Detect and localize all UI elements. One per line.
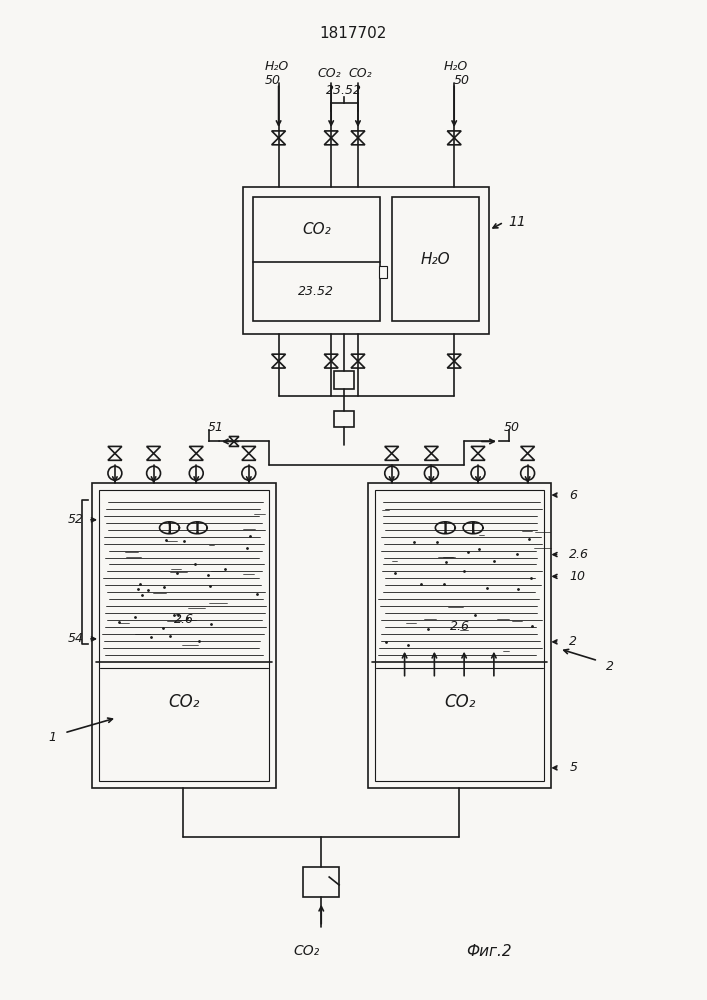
Text: CO₂: CO₂ (348, 67, 372, 80)
Text: 2.6: 2.6 (450, 620, 469, 633)
Text: H₂O: H₂O (421, 252, 450, 267)
Text: 50: 50 (504, 421, 520, 434)
Bar (92, 483, 276, 788)
Text: 2: 2 (606, 660, 614, 673)
Text: 2.6: 2.6 (174, 613, 194, 626)
Text: 23.52: 23.52 (326, 84, 362, 97)
Text: 10: 10 (569, 570, 585, 583)
Bar (392, 197, 479, 321)
Bar (375, 490, 544, 781)
Text: 1817702: 1817702 (320, 26, 387, 41)
Text: 50: 50 (264, 74, 281, 87)
Text: 2: 2 (569, 635, 578, 648)
Text: 5: 5 (569, 761, 578, 774)
Text: 52: 52 (68, 513, 84, 526)
Text: 11: 11 (509, 215, 527, 229)
Bar (334, 371, 354, 389)
Text: CO₂: CO₂ (293, 944, 320, 958)
Text: H₂O: H₂O (444, 60, 468, 73)
Text: H₂O: H₂O (264, 60, 288, 73)
Bar (379, 266, 387, 278)
Bar (99, 490, 269, 781)
Text: Фиг.2: Фиг.2 (466, 944, 512, 959)
Text: 54: 54 (68, 632, 84, 645)
Text: 6: 6 (569, 489, 578, 502)
Text: CO₂: CO₂ (302, 222, 331, 237)
Text: 51: 51 (208, 421, 224, 434)
Bar (334, 411, 354, 427)
Text: CO₂: CO₂ (317, 67, 341, 80)
Bar (303, 867, 339, 897)
Bar (253, 197, 380, 321)
Bar (368, 483, 551, 788)
Text: 23.52: 23.52 (298, 285, 334, 298)
Text: 1: 1 (48, 731, 57, 744)
Text: 2.6: 2.6 (569, 548, 590, 561)
Text: CO₂: CO₂ (444, 693, 475, 711)
Text: 50: 50 (454, 74, 470, 87)
Text: CO₂: CO₂ (168, 693, 199, 711)
Bar (243, 187, 489, 334)
